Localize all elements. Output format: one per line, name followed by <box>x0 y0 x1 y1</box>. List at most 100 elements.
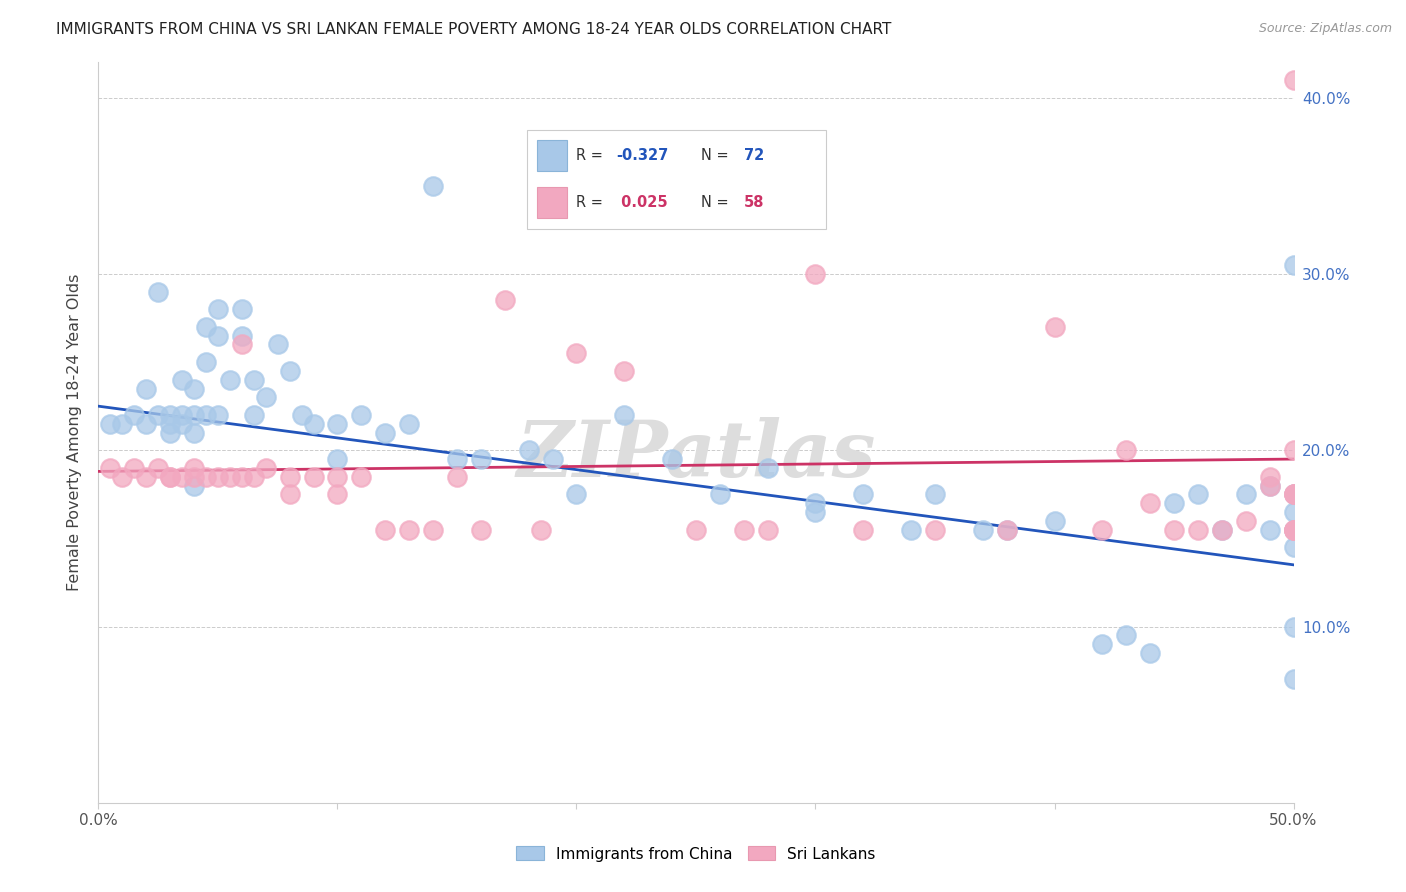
Point <box>1282 487 1305 501</box>
Point <box>661 452 683 467</box>
Point <box>422 178 444 193</box>
Point <box>1282 523 1305 537</box>
Point <box>804 505 827 519</box>
Point <box>565 346 588 360</box>
Point <box>1139 496 1161 510</box>
Point <box>422 523 444 537</box>
Text: Source: ZipAtlas.com: Source: ZipAtlas.com <box>1258 22 1392 36</box>
Point <box>924 523 946 537</box>
Point <box>124 461 146 475</box>
Text: -0.327: -0.327 <box>616 148 668 163</box>
Point <box>995 523 1018 537</box>
Point <box>159 417 181 431</box>
Point <box>1163 496 1185 510</box>
Point <box>613 408 636 422</box>
Point <box>195 319 218 334</box>
Point <box>1258 523 1281 537</box>
Point <box>446 469 468 483</box>
Point <box>243 408 266 422</box>
Point <box>243 373 266 387</box>
Legend: Immigrants from China, Sri Lankans: Immigrants from China, Sri Lankans <box>509 838 883 869</box>
Point <box>1258 478 1281 492</box>
Point <box>278 364 301 378</box>
Point <box>326 487 349 501</box>
Point <box>243 469 266 483</box>
Point <box>291 408 314 422</box>
Point <box>254 461 277 475</box>
Point <box>219 373 242 387</box>
Point <box>1282 523 1305 537</box>
Point <box>804 267 827 281</box>
Point <box>207 328 229 343</box>
Point <box>1234 487 1257 501</box>
Point <box>709 487 731 501</box>
Point <box>302 469 325 483</box>
Point <box>159 469 181 483</box>
Point <box>111 417 134 431</box>
Point <box>1282 487 1305 501</box>
Point <box>565 487 588 501</box>
Point <box>350 408 373 422</box>
Point <box>1139 646 1161 660</box>
Point <box>135 417 157 431</box>
Point <box>1282 487 1305 501</box>
Point <box>1043 319 1066 334</box>
Point <box>1163 523 1185 537</box>
Point <box>1282 523 1305 537</box>
Point <box>756 523 779 537</box>
FancyBboxPatch shape <box>537 187 567 219</box>
Point <box>111 469 134 483</box>
Point <box>267 337 290 351</box>
Point <box>350 469 373 483</box>
Point <box>804 496 827 510</box>
Point <box>124 408 146 422</box>
Point <box>374 523 396 537</box>
Point <box>207 408 229 422</box>
Point <box>1043 514 1066 528</box>
Point <box>148 408 170 422</box>
Point <box>148 461 170 475</box>
Point <box>159 425 181 440</box>
FancyBboxPatch shape <box>537 140 567 171</box>
Point <box>278 469 301 483</box>
Point <box>995 523 1018 537</box>
Point <box>135 382 157 396</box>
Point <box>1282 505 1305 519</box>
Point <box>1187 487 1209 501</box>
Point <box>195 408 218 422</box>
Point <box>1282 673 1305 687</box>
Point <box>326 452 349 467</box>
Point <box>1282 619 1305 633</box>
Point <box>172 373 194 387</box>
Point <box>1282 443 1305 458</box>
Point <box>1282 487 1305 501</box>
Y-axis label: Female Poverty Among 18-24 Year Olds: Female Poverty Among 18-24 Year Olds <box>67 274 83 591</box>
Point <box>1211 523 1233 537</box>
Text: IMMIGRANTS FROM CHINA VS SRI LANKAN FEMALE POVERTY AMONG 18-24 YEAR OLDS CORRELA: IMMIGRANTS FROM CHINA VS SRI LANKAN FEMA… <box>56 22 891 37</box>
Point <box>326 417 349 431</box>
Point <box>1211 523 1233 537</box>
Text: R =: R = <box>576 195 607 211</box>
Text: N =: N = <box>702 148 734 163</box>
Point <box>517 443 540 458</box>
Point <box>374 425 396 440</box>
Point <box>148 285 170 299</box>
Point <box>530 523 553 537</box>
Point <box>494 293 516 308</box>
Point <box>398 523 420 537</box>
Point <box>231 337 253 351</box>
Point <box>172 417 194 431</box>
Point <box>207 469 229 483</box>
Point <box>470 452 492 467</box>
Text: 0.025: 0.025 <box>616 195 668 211</box>
Point <box>183 461 205 475</box>
Point <box>98 417 122 431</box>
Point <box>852 487 875 501</box>
Point <box>159 408 181 422</box>
Point <box>1258 478 1281 492</box>
FancyBboxPatch shape <box>527 129 827 228</box>
Point <box>1282 258 1305 272</box>
Text: 72: 72 <box>744 148 765 163</box>
Point <box>172 408 194 422</box>
Point <box>1187 523 1209 537</box>
